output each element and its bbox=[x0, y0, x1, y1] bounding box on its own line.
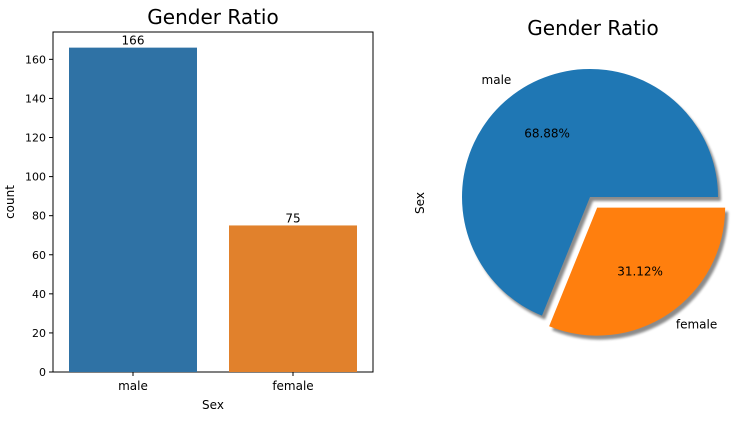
pie-wedge-male bbox=[462, 69, 718, 316]
bar-male bbox=[69, 47, 197, 373]
bar-female bbox=[229, 225, 357, 372]
pie-wedges bbox=[462, 69, 726, 336]
pie-label-male: male bbox=[482, 73, 512, 87]
pie-chart: Gender Ratio Sex male 68.88% female 31.12% bbox=[413, 16, 729, 340]
bar-chart: Gender Ratio 0 20 40 60 80 100 120 140 160 166 75… bbox=[3, 5, 374, 412]
pie-wedge-female bbox=[549, 207, 726, 336]
bar-y-axis-label: count bbox=[3, 185, 17, 219]
pie-pct-label-male: 68.88% bbox=[524, 126, 570, 140]
pie-pct-label-female: 31.12% bbox=[617, 264, 663, 278]
bar-chart-title: Gender Ratio bbox=[147, 5, 278, 29]
bar-y-tick-label: 140 bbox=[25, 92, 46, 105]
bar-y-tick-label: 60 bbox=[32, 249, 46, 262]
bar-series: 166 75 bbox=[69, 34, 357, 373]
bar-x-tick-label: female bbox=[272, 379, 313, 393]
bar-value-label: 166 bbox=[122, 34, 145, 48]
pie-labels: male 68.88% female 31.12% bbox=[482, 73, 718, 331]
bar-plot-frame bbox=[52, 31, 374, 373]
bar-y-tick-label: 20 bbox=[32, 327, 46, 340]
bar-y-tick-label: 80 bbox=[32, 210, 46, 223]
bar-x-tick-label: male bbox=[118, 379, 148, 393]
bar-y-axis: 0 20 40 60 80 100 120 140 160 bbox=[25, 53, 53, 379]
pie-label-female: female bbox=[676, 317, 717, 331]
bar-x-axis: male female bbox=[118, 372, 314, 393]
pie-y-axis-label: Sex bbox=[413, 192, 427, 214]
bar-x-axis-label: Sex bbox=[202, 398, 224, 412]
bar-y-tick-label: 120 bbox=[25, 132, 46, 145]
bar-y-tick-label: 100 bbox=[25, 171, 46, 184]
bar-value-label: 75 bbox=[285, 211, 300, 225]
bar-y-tick-label: 160 bbox=[25, 53, 46, 66]
pie-chart-title: Gender Ratio bbox=[527, 16, 658, 40]
bar-y-tick-label: 0 bbox=[39, 366, 46, 379]
bar-y-tick-label: 40 bbox=[32, 288, 46, 301]
